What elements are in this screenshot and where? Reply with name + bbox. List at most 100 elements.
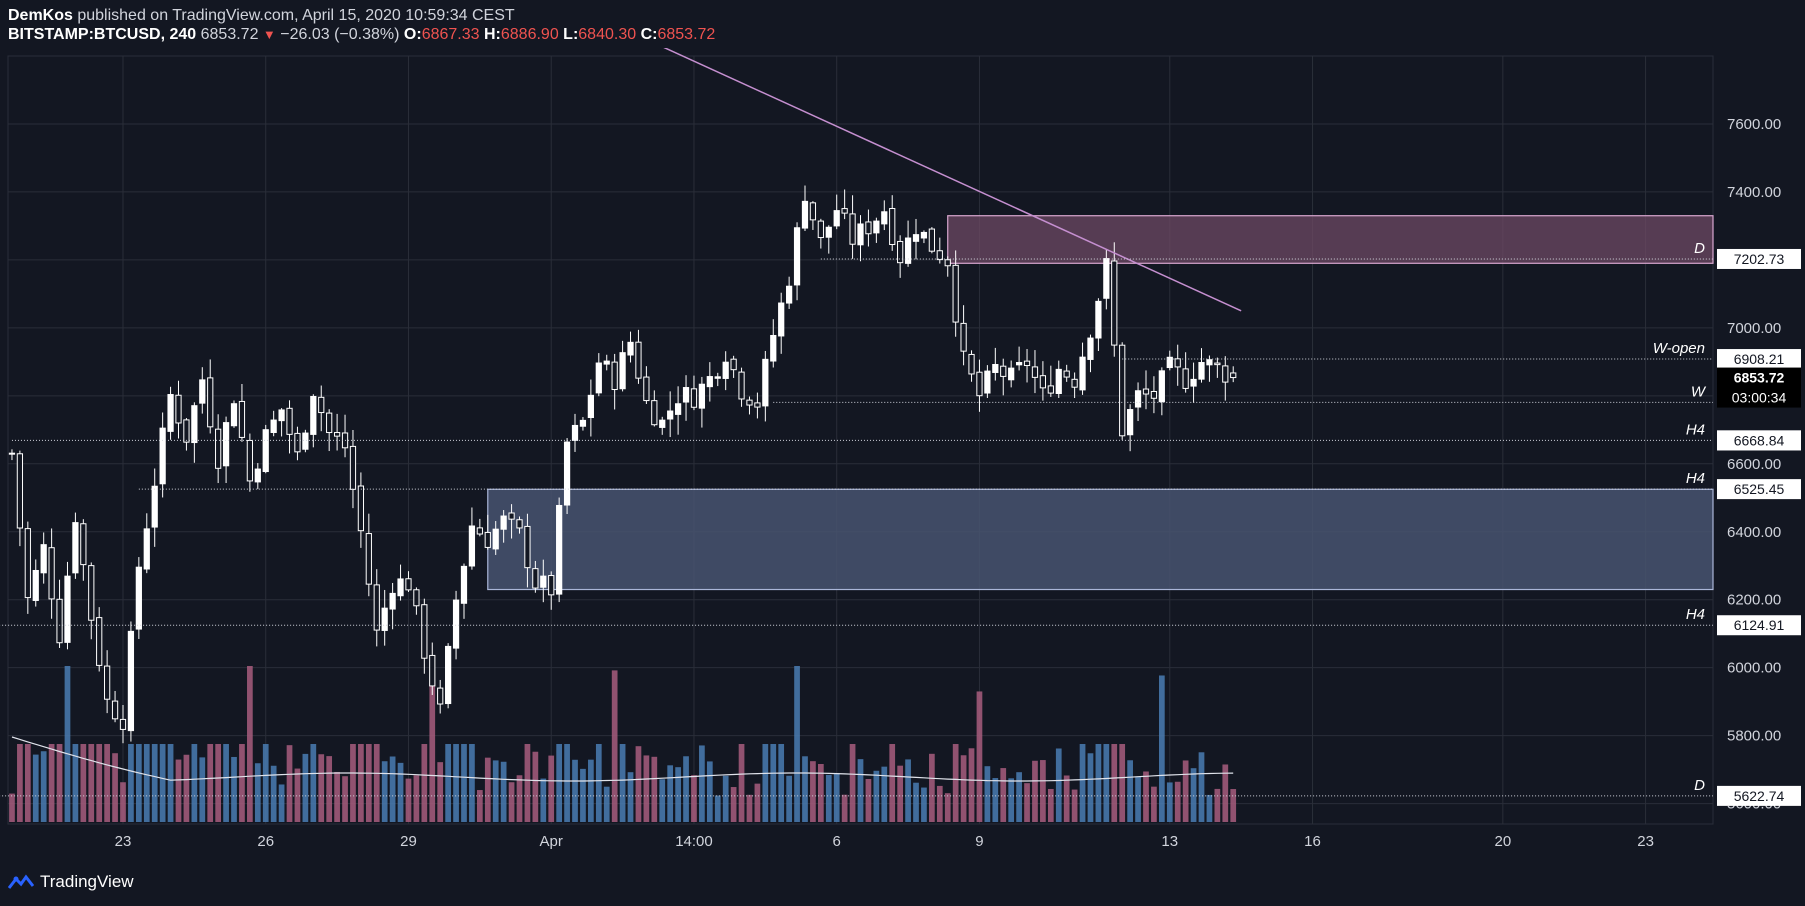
candle-body [651, 400, 658, 426]
volume-bar [1063, 775, 1070, 822]
candle-body [230, 403, 238, 427]
candle-body [897, 240, 904, 264]
close-value: 6853.72 [657, 26, 716, 43]
price-label: 7202.73 [1717, 248, 1801, 269]
tradingview-logo[interactable]: TradingView [8, 870, 134, 894]
x-tick-label: 29 [400, 833, 417, 850]
volume-bar [921, 787, 927, 822]
volume-bar [461, 744, 467, 822]
candle-body [833, 210, 840, 227]
volume-bar [24, 744, 31, 822]
candle-body [1111, 260, 1118, 346]
y-tick-label: 7000.00 [1727, 320, 1781, 337]
volume-bar [532, 751, 539, 822]
candle-body [548, 575, 555, 596]
open-label: O: [403, 26, 422, 43]
volume-bar [572, 759, 578, 822]
volume-bar [651, 756, 658, 822]
candle-body [484, 531, 491, 548]
volume-bar [516, 775, 523, 822]
volume-bar [500, 761, 507, 822]
candle-body [1047, 385, 1054, 394]
candle-body [326, 412, 333, 434]
volume-bar [1158, 675, 1165, 822]
volume-bar [159, 744, 166, 822]
candle-body [476, 527, 483, 535]
volume-bar [508, 782, 515, 822]
candle-body [437, 687, 444, 705]
down-arrow-icon: ▼ [262, 27, 276, 42]
candle-body [928, 228, 935, 252]
volume-bar [1087, 753, 1094, 822]
volume-bar [667, 765, 674, 822]
volume-bar [738, 744, 745, 822]
candle-body [72, 522, 79, 574]
candle-body [64, 575, 71, 643]
volume-bar [72, 744, 79, 822]
close-label: C: [640, 26, 658, 43]
candle-body [405, 578, 412, 591]
volume-bar [358, 744, 364, 822]
volume-bar [770, 744, 777, 822]
candle-body [278, 409, 285, 422]
candle-body [199, 379, 206, 404]
volume-bar [476, 790, 483, 822]
candle-body [619, 352, 626, 390]
y-tick-label: 7400.00 [1727, 184, 1781, 201]
volume-bar [936, 785, 943, 822]
price-axis[interactable]: 5600.005800.006000.006200.006400.006600.… [1717, 116, 1801, 813]
time-axis[interactable]: 23 26 29 Apr 14:00 6 9 13 16 20 23 [115, 833, 1654, 850]
volume-bar [1000, 768, 1007, 822]
volume-bar [1135, 776, 1141, 822]
candle-body [556, 504, 563, 595]
candle-body [373, 584, 380, 631]
price-label: 6908.21 [1717, 349, 1801, 370]
volume-bar [286, 745, 293, 822]
candle-body [421, 604, 428, 659]
volume-bar [167, 744, 174, 822]
volume-bar [786, 775, 792, 822]
candle-body [1230, 372, 1237, 379]
volume-bar [151, 744, 158, 822]
price-change: −26.03 (−0.38%) [280, 26, 400, 43]
candle-body [1008, 367, 1015, 381]
candle-body [452, 599, 460, 649]
volume-bar [1008, 778, 1015, 822]
candle-body [1119, 344, 1126, 437]
price-label-text: 6124.91 [1734, 617, 1785, 633]
volume-bar [889, 744, 896, 822]
candle-body [238, 400, 246, 438]
volume-bar [1222, 764, 1229, 822]
candle-body [1023, 360, 1031, 367]
symbol-name[interactable]: BITSTAMP:BTCUSD, 240 [8, 26, 197, 43]
candle-body [1174, 358, 1181, 368]
volume-bar [564, 744, 570, 822]
candle-body [32, 569, 39, 601]
volume-bar [17, 744, 23, 822]
level-lines: D W-open W H4 H4 H4 D [0, 48, 1713, 797]
candle-body [1055, 368, 1062, 394]
volume-bar [350, 744, 356, 822]
author-name[interactable]: DemKos [8, 7, 73, 24]
volume-bar [897, 765, 904, 822]
candle-body [286, 407, 293, 435]
candle-body [492, 528, 499, 550]
candles [8, 185, 1237, 744]
volume-bar [453, 744, 459, 822]
volume-bar [675, 767, 681, 822]
volume-bar [1111, 744, 1118, 822]
candle-body [674, 403, 682, 415]
volume-bar [207, 744, 214, 822]
candle-body [667, 410, 674, 420]
volume-bar [104, 744, 110, 822]
volume-bar [1214, 788, 1221, 822]
candle-body [786, 285, 793, 304]
volume-bar [175, 759, 182, 822]
y-tick-label: 7600.00 [1727, 116, 1781, 133]
volume-bar [714, 795, 721, 822]
tradingview-logo-icon [8, 874, 34, 889]
volume-bar [1182, 760, 1189, 822]
volume-bar [588, 759, 594, 822]
volume-bar [254, 763, 261, 822]
